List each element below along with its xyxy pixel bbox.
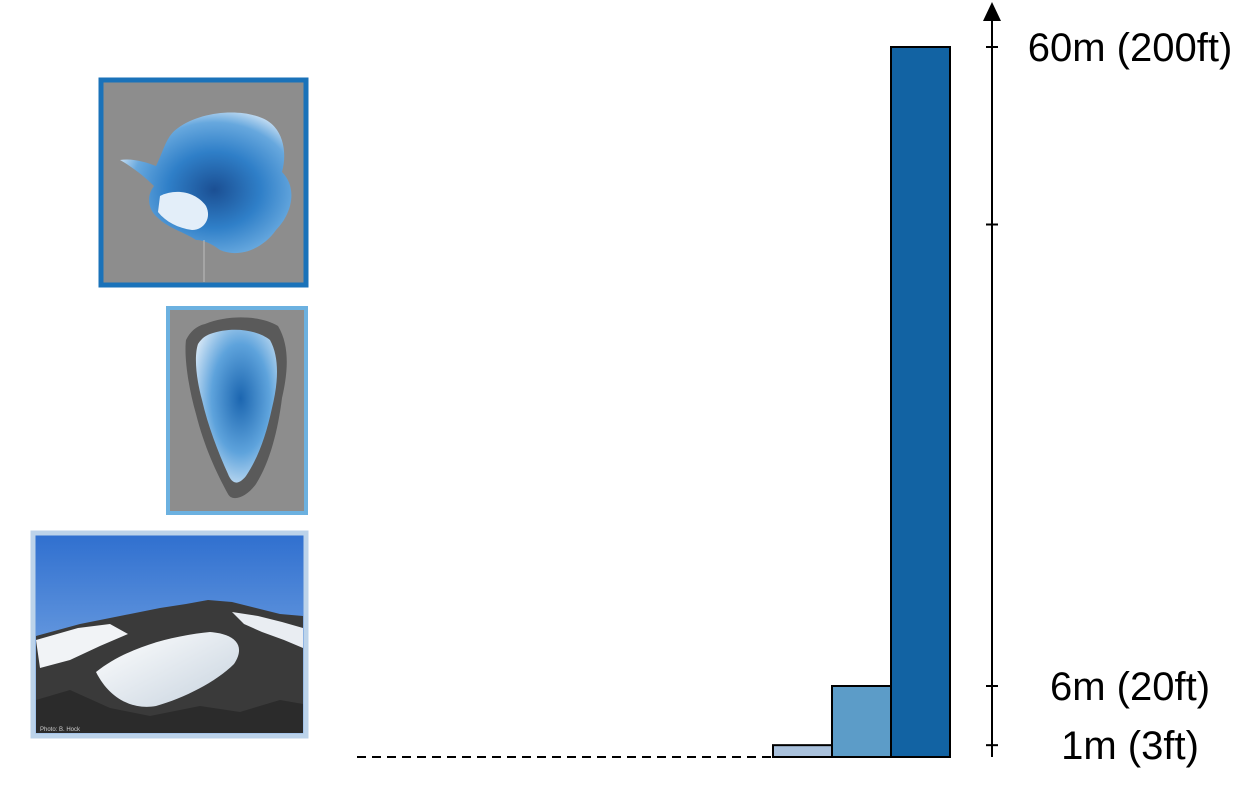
glacier-snowfield-right bbox=[232, 612, 303, 648]
y-tick-label: 6m (20ft) bbox=[1050, 665, 1210, 709]
mountain-glacier-photo: Photo: B. Hock bbox=[30, 530, 309, 739]
glacier-snowfield-left bbox=[36, 624, 128, 668]
y-axis-arrow-icon bbox=[983, 2, 1001, 21]
antarctica-ice-shelf bbox=[158, 191, 209, 230]
bar-mountain-glaciers bbox=[772, 744, 833, 759]
antarctica-ice-map bbox=[98, 77, 309, 288]
greenland-ice-map bbox=[166, 306, 308, 515]
y-ticks-group: 1m (3ft) 6m (20ft) 60m (200ft) bbox=[986, 26, 1232, 768]
bar-greenland-ice-sheet bbox=[831, 685, 892, 758]
y-tick-label: 1m (3ft) bbox=[1061, 724, 1199, 768]
bar-antarctic-ice-sheet bbox=[890, 46, 951, 758]
greenland-ice-sheet bbox=[195, 329, 277, 483]
glacier-foreground-rock bbox=[36, 690, 303, 733]
antarctica-landmass bbox=[120, 112, 292, 254]
bars-group bbox=[772, 46, 951, 759]
photo-credit: Photo: B. Hock bbox=[40, 727, 81, 733]
chart-area: 1m (3ft) 6m (20ft) 60m (200ft) bbox=[357, 2, 1232, 768]
y-tick-label: 60m (200ft) bbox=[1028, 26, 1233, 70]
glacier-tongue bbox=[96, 632, 240, 707]
